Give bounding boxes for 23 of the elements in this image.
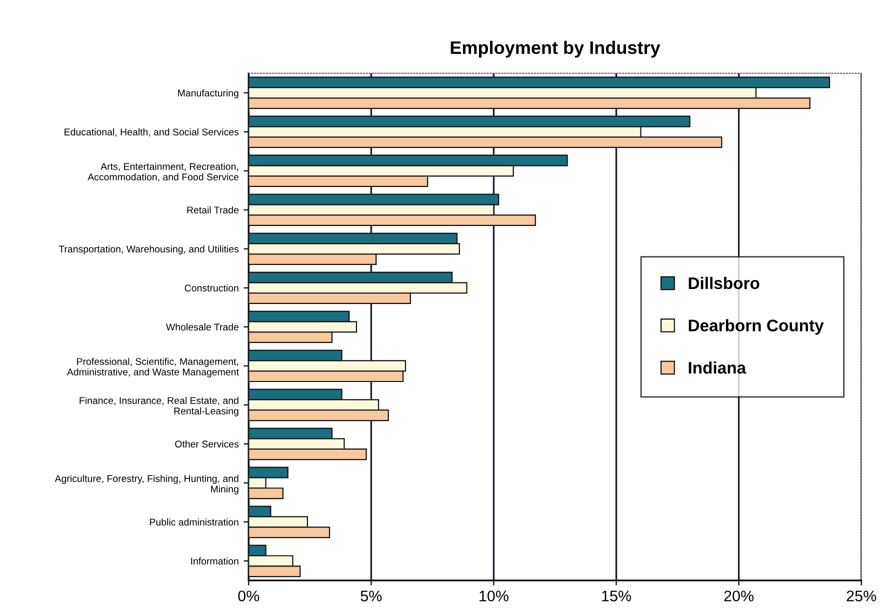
- y-tick-label: Public administration: [150, 518, 238, 526]
- y-tick-label: Transportation, Warehousing, and Utilities: [58, 245, 239, 254]
- y-tick-label: Arts, Entertainment, Recreation, Accommodation, and Food Service: [88, 162, 238, 182]
- x-tick-label: 20%: [724, 590, 754, 602]
- y-tick-label: Finance, Insurance, Real Estate, and Rental-Leasing: [80, 396, 238, 416]
- x-tick-label: 15%: [602, 590, 632, 602]
- y-tick-label: Agriculture, Forestry, Fishing, Hunting, and Mining: [54, 474, 238, 494]
- chart-title: Employment by Industry: [450, 40, 660, 58]
- y-tick-label: Wholesale Trade: [166, 323, 238, 331]
- legend-label: Dearborn County: [688, 319, 824, 335]
- x-tick-label: 25%: [846, 590, 876, 602]
- y-tick-label: Construction: [184, 284, 238, 292]
- y-tick-label: Professional, Scientific, Management, Administrative, and Waste Management: [66, 358, 239, 378]
- x-tick-label: 5%: [360, 590, 382, 602]
- y-tick-label: Retail Trade: [187, 206, 238, 214]
- y-tick-label: Educational, Health, and Social Services: [64, 128, 239, 137]
- x-tick-label: 10%: [480, 590, 508, 602]
- y-tick-label: Information: [191, 557, 238, 565]
- y-tick-label: Other Services: [175, 440, 239, 448]
- legend-label: Dillsboro: [688, 276, 760, 290]
- legend-label: Indiana: [688, 361, 746, 374]
- x-tick-label: 0%: [238, 590, 260, 602]
- y-tick-label: Manufacturing: [178, 89, 238, 98]
